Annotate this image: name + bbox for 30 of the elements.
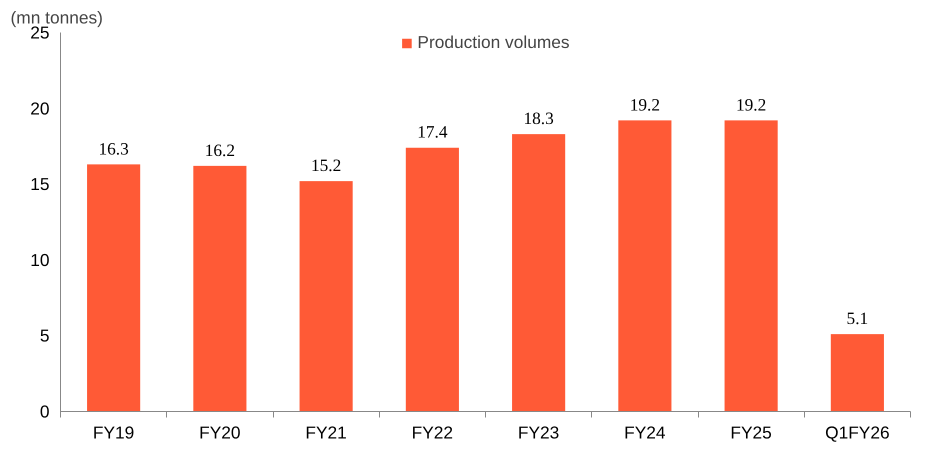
data-label: 16.3 xyxy=(98,139,129,158)
bar xyxy=(406,148,459,412)
bar xyxy=(193,166,246,412)
x-tick-label: FY19 xyxy=(92,422,134,442)
bar xyxy=(300,181,353,412)
data-label: 19.2 xyxy=(630,95,660,114)
x-tick-label: Q1FY26 xyxy=(825,422,890,442)
y-tick-label: 10 xyxy=(30,250,50,270)
bar xyxy=(87,164,140,412)
data-label: 19.2 xyxy=(736,95,766,114)
y-tick-label: 20 xyxy=(30,98,50,118)
x-tick-label: FY24 xyxy=(624,422,666,442)
bar xyxy=(618,120,672,412)
x-tick-label: FY25 xyxy=(730,422,772,442)
x-tick-label: FY21 xyxy=(305,422,347,442)
data-label: 5.1 xyxy=(846,309,868,328)
bar xyxy=(830,334,884,412)
x-tick-label: FY23 xyxy=(518,422,560,442)
y-tick-label: 0 xyxy=(40,402,50,422)
data-label: 16.2 xyxy=(204,140,236,160)
data-label: 17.4 xyxy=(417,122,448,142)
bar xyxy=(512,134,566,412)
y-tick-label: 15 xyxy=(30,174,50,194)
x-tick-label: FY20 xyxy=(199,422,241,442)
data-label: 18.3 xyxy=(523,109,554,128)
y-tick-label: 5 xyxy=(40,326,50,346)
bar xyxy=(724,120,778,412)
x-tick-label: FY22 xyxy=(412,422,454,442)
legend-label: Production volumes xyxy=(417,32,570,53)
data-label: 15.2 xyxy=(310,156,342,176)
